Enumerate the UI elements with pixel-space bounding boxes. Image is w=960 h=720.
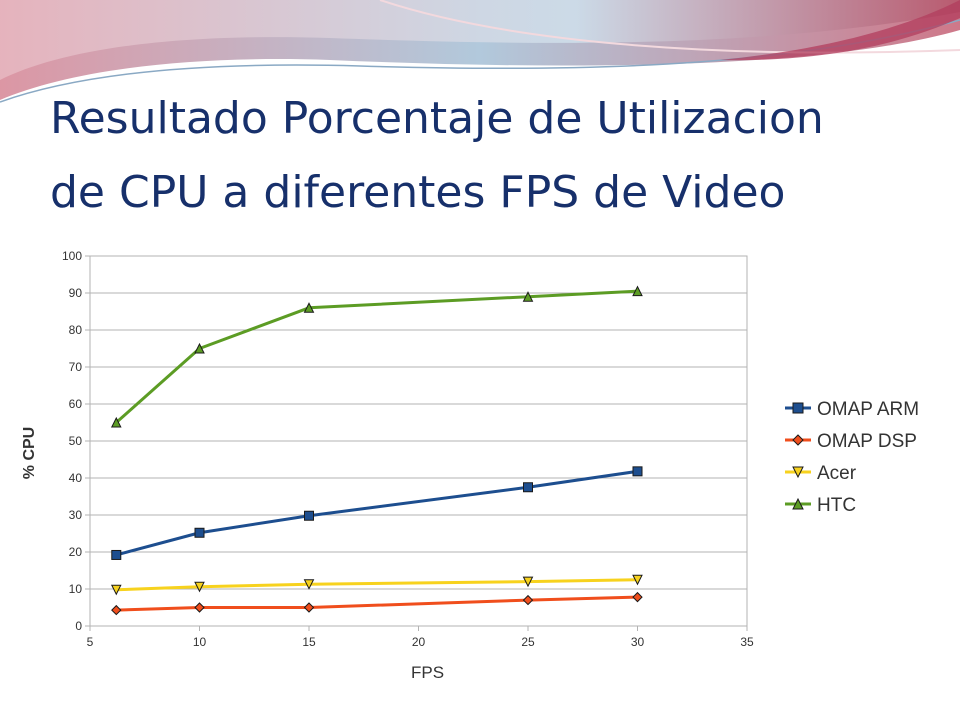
x-tick-label: 35 — [740, 635, 754, 649]
x-axis-title: FPS — [411, 663, 444, 682]
series-line-htc — [115, 289, 638, 424]
data-point-acer — [110, 584, 122, 596]
x-tick-label: 30 — [631, 635, 645, 649]
legend-marker-htc — [792, 497, 804, 510]
y-tick-label: 60 — [69, 397, 83, 411]
x-tick-label: 10 — [193, 635, 207, 649]
x-tick-label: 5 — [87, 635, 94, 649]
chart-area: 0 10 20 30 40 50 60 70 80 90 100 5 10 15 20 25 30 35 FPS % … — [10, 238, 960, 698]
data-point-omap-arm — [194, 527, 205, 538]
y-tick-label: 80 — [69, 323, 83, 337]
legend-marker-omap-dsp — [792, 434, 804, 446]
slide-title: Resultado Porcentaje de Utilizacion de C… — [50, 82, 950, 230]
y-tick-label: 20 — [69, 545, 83, 559]
legend-label-acer: Acer — [817, 463, 857, 484]
data-point-acer — [522, 576, 534, 588]
legend: OMAP ARM OMAP DSP Acer HTC — [785, 399, 919, 516]
data-point-omap-dsp — [111, 604, 122, 616]
x-tick-label: 25 — [521, 635, 535, 649]
y-tick-label: 50 — [69, 434, 83, 448]
header-swoosh-accent — [720, 0, 960, 61]
legend-label-htc: HTC — [817, 495, 856, 516]
data-point-omap-arm — [111, 549, 122, 560]
series-line-acer — [116, 578, 638, 592]
y-tick-label: 100 — [62, 249, 82, 263]
data-point-omap-dsp — [194, 602, 205, 613]
x-tick-label: 20 — [412, 635, 426, 649]
y-tick-label: 70 — [69, 360, 83, 374]
data-point-omap-arm — [632, 466, 643, 477]
data-point-htc — [303, 302, 315, 313]
data-point-acer — [303, 579, 315, 590]
data-point-htc — [194, 342, 205, 354]
line-chart: 0 10 20 30 40 50 60 70 80 90 100 5 10 15 20 25 30 35 FPS % … — [21, 249, 919, 682]
y-tick-label: 0 — [75, 619, 82, 633]
header-swoosh-line-2 — [379, 0, 960, 54]
data-point-omap-arm — [304, 510, 314, 521]
legend-label-omap-arm: OMAP ARM — [817, 399, 919, 420]
legend-marker-acer — [792, 466, 804, 479]
header-swoosh-light — [0, 0, 960, 80]
axis-labels: 0 10 20 30 40 50 60 70 80 90 100 5 10 15 20 25 30 35 FPS % … — [21, 249, 754, 682]
slide-title-line-1: Resultado Porcentaje de Utilizacion — [50, 93, 824, 144]
data-point-htc — [632, 285, 643, 297]
data-point-omap-dsp — [303, 602, 315, 613]
data-point-omap-dsp — [522, 594, 534, 606]
legend-marker-omap-arm — [792, 402, 804, 414]
data-point-omap-dsp — [632, 591, 643, 603]
y-tick-label: 90 — [69, 286, 83, 300]
y-axis-title: % CPU — [21, 427, 38, 479]
slide-title-line-2: de CPU a diferentes FPS de Video — [50, 167, 786, 218]
series-markers — [110, 285, 643, 616]
data-point-acer — [194, 581, 205, 593]
grid-lines — [90, 255, 747, 627]
y-tick-label: 30 — [69, 508, 83, 522]
data-point-acer — [632, 574, 643, 586]
y-tick-label: 40 — [69, 471, 83, 485]
y-tick-label: 10 — [69, 582, 83, 596]
series-lines — [115, 289, 638, 612]
legend-label-omap-dsp: OMAP DSP — [817, 431, 917, 452]
axes — [85, 255, 748, 631]
plot-frame — [89, 255, 748, 627]
data-point-omap-arm — [523, 482, 533, 493]
series-line-omap-arm — [115, 469, 638, 557]
x-tick-label: 15 — [302, 635, 316, 649]
data-point-htc — [522, 291, 534, 302]
data-point-htc — [110, 416, 122, 428]
series-line-omap-dsp — [116, 595, 638, 612]
